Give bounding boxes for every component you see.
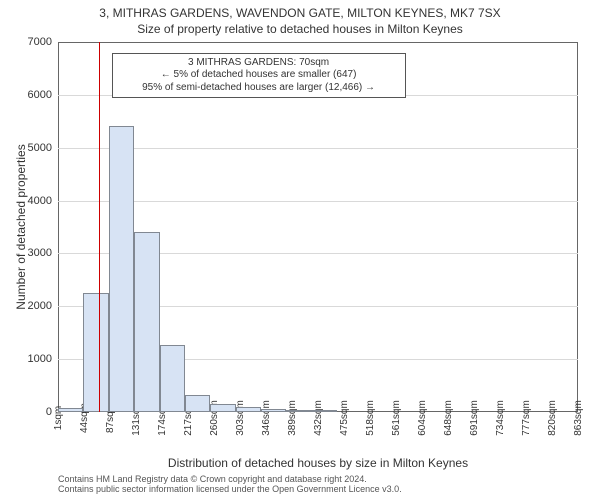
histogram-bar — [236, 407, 261, 412]
histogram-bar — [286, 410, 311, 412]
x-tick-label: 863sqm — [573, 400, 584, 436]
x-tick-label: 734sqm — [495, 400, 506, 436]
x-tick-label: 691sqm — [469, 400, 480, 436]
title-sub: Size of property relative to detached ho… — [0, 22, 600, 36]
gridline-h — [58, 148, 578, 149]
histogram-bar — [312, 410, 337, 412]
footer-line1: Contains HM Land Registry data © Crown c… — [58, 474, 402, 484]
footer-line2: Contains public sector information licen… — [58, 484, 402, 494]
x-tick-label: 820sqm — [547, 400, 558, 436]
title-main: 3, MITHRAS GARDENS, WAVENDON GATE, MILTO… — [0, 6, 600, 20]
histogram-bar — [83, 293, 108, 412]
y-axis-title: Number of detached properties — [14, 144, 28, 309]
annotation-line2: ← 5% of detached houses are smaller (647… — [119, 69, 399, 82]
chart-container: 3, MITHRAS GARDENS, WAVENDON GATE, MILTO… — [0, 0, 600, 500]
x-tick-label: 346sqm — [261, 400, 272, 436]
x-tick-label: 604sqm — [417, 400, 428, 436]
annotation-box: 3 MITHRAS GARDENS: 70sqm← 5% of detached… — [112, 53, 406, 99]
histogram-bar — [261, 409, 286, 412]
histogram-bar — [58, 408, 83, 412]
x-tick-label: 389sqm — [287, 400, 298, 436]
footer: Contains HM Land Registry data © Crown c… — [58, 474, 402, 495]
histogram-bar — [109, 126, 134, 412]
x-tick-label: 561sqm — [391, 400, 402, 436]
annotation-line3: 95% of semi-detached houses are larger (… — [119, 82, 399, 95]
x-tick-label: 648sqm — [443, 400, 454, 436]
x-tick-label: 432sqm — [313, 400, 324, 436]
x-tick-label: 777sqm — [521, 400, 532, 436]
x-tick-label: 518sqm — [365, 400, 376, 436]
plot-area: 010002000300040005000600070001sqm44sqm87… — [58, 42, 578, 412]
y-tick-label: 1000 — [28, 353, 58, 365]
y-tick-label: 5000 — [28, 142, 58, 154]
annotation-line1: 3 MITHRAS GARDENS: 70sqm — [119, 57, 399, 70]
histogram-bar — [134, 232, 159, 412]
x-tick-label: 303sqm — [235, 400, 246, 436]
y-tick-label: 3000 — [28, 247, 58, 259]
histogram-bar — [210, 404, 235, 412]
y-tick-label: 6000 — [28, 89, 58, 101]
y-tick-label: 4000 — [28, 195, 58, 207]
y-tick-label: 2000 — [28, 300, 58, 312]
histogram-bar — [160, 345, 185, 412]
x-tick-label: 475sqm — [339, 400, 350, 436]
property-marker-line — [99, 42, 100, 412]
x-axis-title: Distribution of detached houses by size … — [58, 456, 578, 470]
y-tick-label: 7000 — [28, 36, 58, 48]
histogram-bar — [185, 395, 210, 412]
gridline-h — [58, 201, 578, 202]
